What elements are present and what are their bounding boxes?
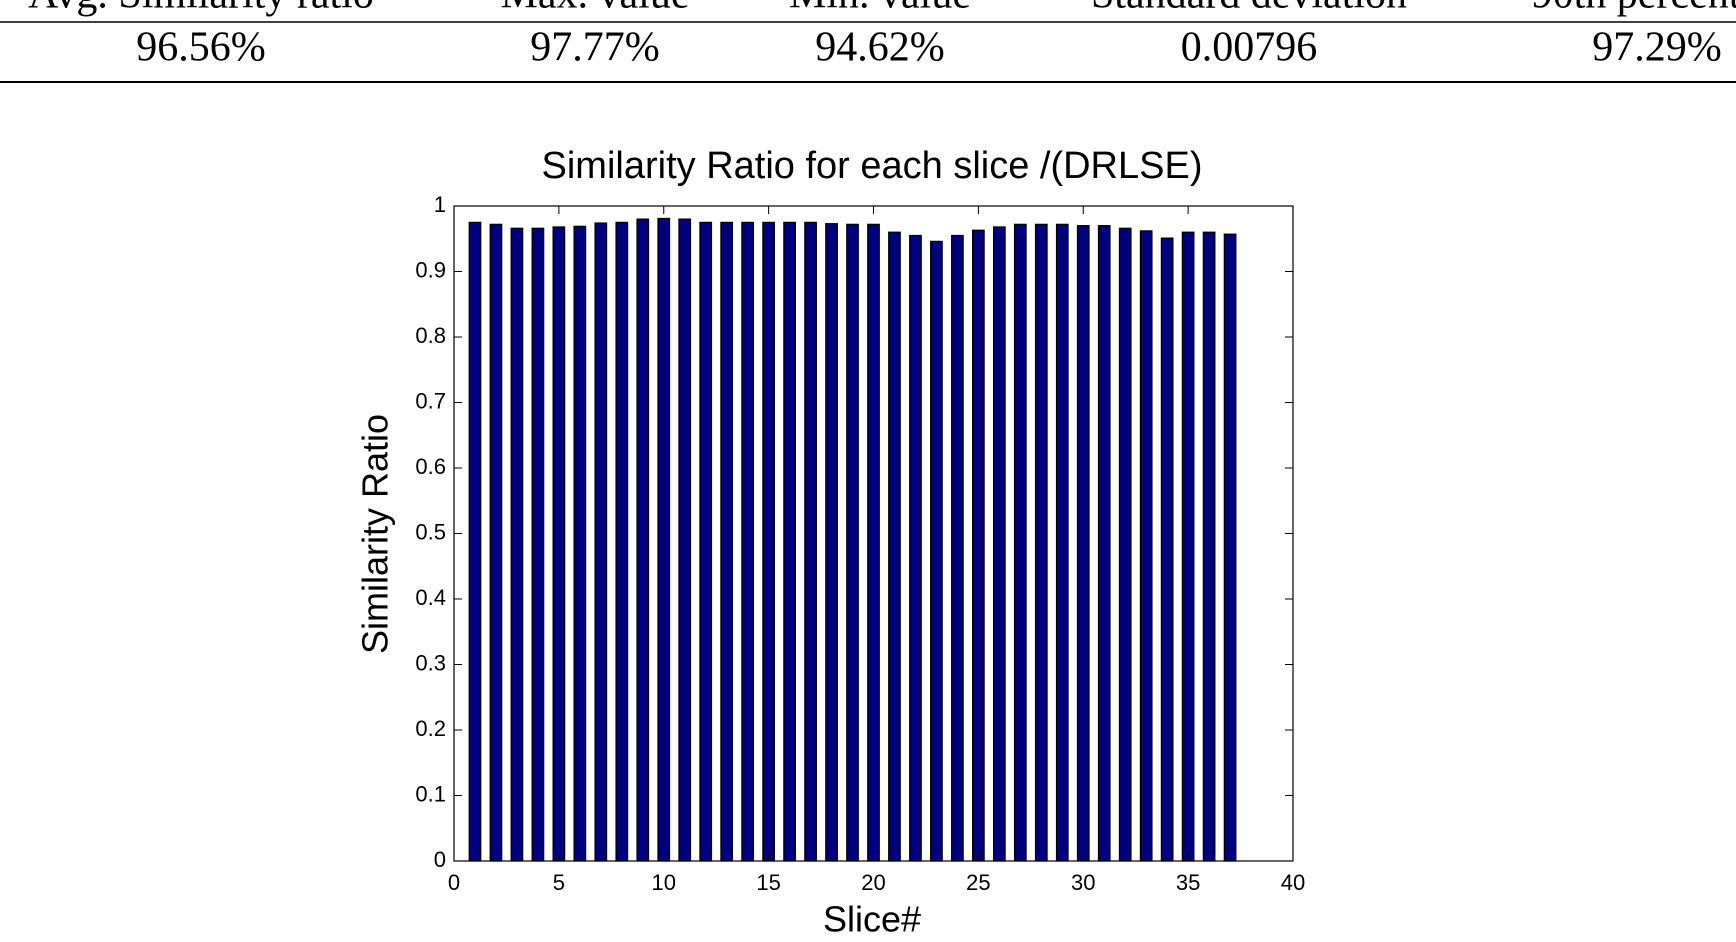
bar bbox=[1181, 231, 1195, 862]
bar bbox=[1034, 223, 1048, 862]
bar bbox=[972, 229, 985, 862]
bar bbox=[720, 221, 734, 862]
bar bbox=[615, 221, 629, 862]
bar bbox=[1139, 230, 1153, 862]
bar bbox=[657, 217, 671, 862]
table-header: Avg. Similarity ratio bbox=[28, 0, 374, 18]
table-header: Min. value bbox=[789, 0, 971, 18]
bar bbox=[888, 231, 901, 862]
bar bbox=[846, 223, 859, 862]
x-tick-label: 20 bbox=[861, 870, 885, 895]
bar bbox=[489, 223, 503, 862]
bar bbox=[510, 227, 524, 862]
bar bbox=[1055, 223, 1069, 862]
bar bbox=[1013, 223, 1027, 862]
table-header: 90th percentile bbox=[1532, 0, 1736, 18]
y-tick-label: 0.8 bbox=[415, 323, 446, 348]
y-axis-label: Similarity Ratio bbox=[355, 414, 396, 654]
bar bbox=[552, 226, 566, 862]
x-tick-label: 30 bbox=[1071, 870, 1095, 895]
bar bbox=[1097, 225, 1111, 862]
table-cell: 97.77% bbox=[530, 25, 660, 71]
bar bbox=[1202, 231, 1216, 862]
x-tick-label: 35 bbox=[1176, 870, 1200, 895]
table-cell: 0.00796 bbox=[1181, 25, 1318, 71]
bar bbox=[1223, 233, 1237, 862]
y-tick-label: 0.2 bbox=[415, 716, 446, 741]
bar bbox=[930, 240, 943, 862]
bar bbox=[762, 221, 775, 862]
table-cell: 96.56% bbox=[136, 25, 266, 71]
y-tick-label: 0.6 bbox=[415, 454, 446, 479]
x-tick-label: 0 bbox=[448, 870, 460, 895]
y-tick-label: 0.5 bbox=[415, 519, 446, 544]
bar bbox=[1118, 227, 1132, 862]
y-tick-label: 0.7 bbox=[415, 388, 446, 413]
x-tick-label: 10 bbox=[652, 870, 676, 895]
bar bbox=[992, 226, 1006, 862]
x-tick-label: 40 bbox=[1281, 870, 1305, 895]
chart-title: Similarity Ratio for each slice /(DRLSE) bbox=[542, 145, 1203, 187]
bar bbox=[468, 221, 482, 862]
y-tick-label: 0 bbox=[434, 847, 446, 872]
bar bbox=[783, 221, 796, 862]
bar bbox=[636, 218, 650, 862]
x-tick-label: 25 bbox=[966, 870, 990, 895]
bar bbox=[909, 234, 922, 862]
bar bbox=[867, 223, 880, 862]
bar bbox=[804, 221, 817, 862]
table-header: Standard deviation bbox=[1091, 0, 1407, 18]
table-header: Max. value bbox=[501, 0, 690, 18]
x-axis-label: Slice# bbox=[823, 899, 921, 940]
bar bbox=[741, 221, 755, 862]
y-tick-label: 0.9 bbox=[415, 257, 446, 282]
x-tick-label: 5 bbox=[553, 870, 565, 895]
bar bbox=[951, 234, 964, 862]
bar bbox=[573, 225, 587, 862]
x-tick-label: 15 bbox=[756, 870, 780, 895]
y-tick-label: 0.3 bbox=[415, 650, 446, 675]
table-cell: 94.62% bbox=[815, 25, 945, 71]
bar bbox=[825, 223, 838, 862]
bar bbox=[699, 221, 713, 862]
bar bbox=[1160, 237, 1174, 862]
y-tick-label: 0.4 bbox=[415, 585, 446, 610]
bar bbox=[678, 218, 692, 862]
y-tick-label: 0.1 bbox=[415, 781, 446, 806]
bar bbox=[594, 222, 608, 862]
y-tick-label: 1 bbox=[434, 192, 446, 217]
table-cell: 97.29% bbox=[1592, 25, 1722, 71]
bar bbox=[1076, 225, 1090, 862]
bar bbox=[531, 227, 545, 862]
